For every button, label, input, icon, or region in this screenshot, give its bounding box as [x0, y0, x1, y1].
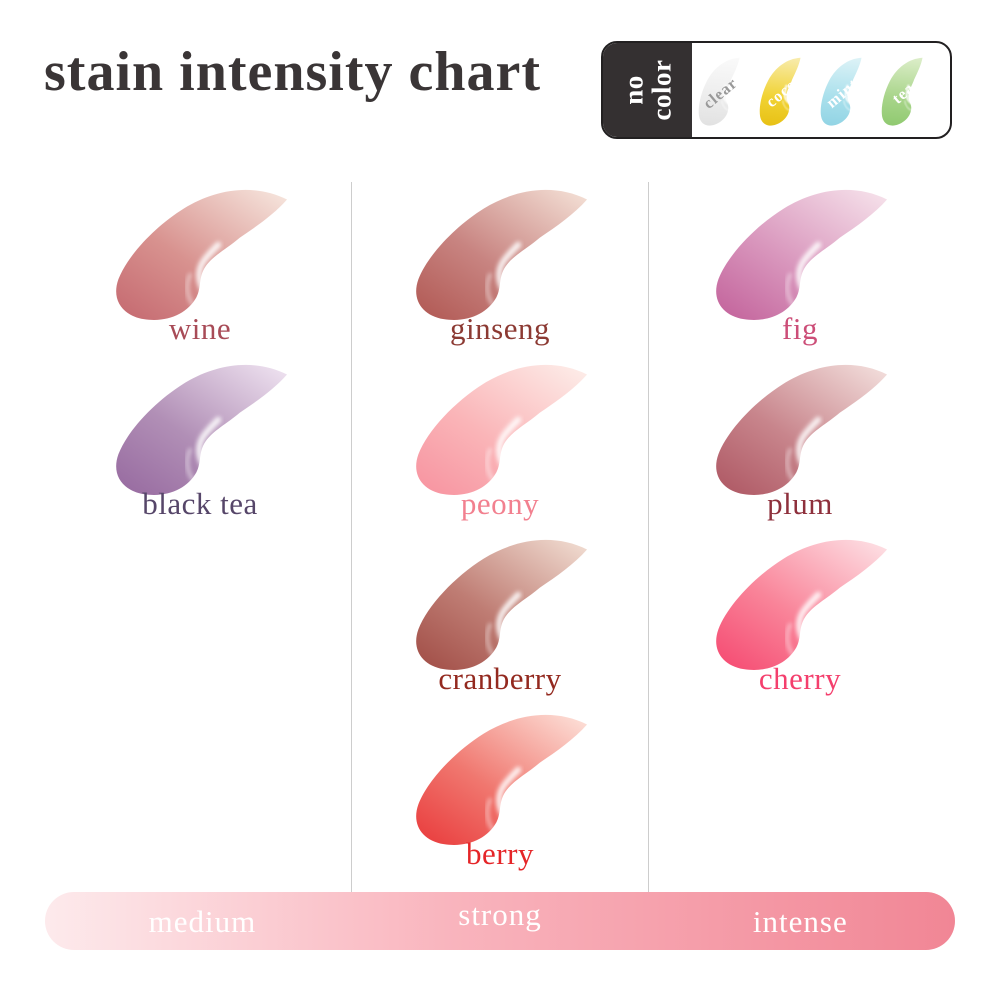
swatch-peony: peony [385, 358, 615, 533]
smear-icon [400, 710, 600, 846]
smear-icon [759, 57, 801, 126]
smear-icon [100, 360, 300, 496]
swatch-label: cherry [758, 661, 842, 696]
smear-icon [881, 57, 923, 126]
smear-icon [100, 185, 300, 321]
smear-icon [700, 360, 900, 496]
smear-icon [416, 189, 588, 320]
smear-icon [797, 50, 889, 133]
no-color-label: no color [617, 59, 676, 121]
smear-icon [736, 50, 828, 133]
swatch-wine: wine [85, 183, 315, 358]
badge-swatch-tea: tea [860, 49, 948, 133]
smear-icon [716, 364, 888, 495]
swatch-label: cranberry [438, 661, 562, 696]
swatch-fig: fig [685, 183, 915, 358]
swatch-cherry: cherry [685, 533, 915, 708]
swatch-label: fig [782, 311, 818, 346]
swatch-plum: plum [685, 358, 915, 533]
swatch-label: ginseng [450, 311, 550, 346]
swatch-berry: berry [385, 708, 615, 883]
swatch-label: wine [168, 311, 232, 346]
swatch-label: black tea [142, 486, 258, 521]
intensity-bar: medium strong intense [45, 892, 955, 950]
intensity-label-intense: intense [752, 904, 848, 939]
smear-icon [416, 714, 588, 845]
smear-icon [400, 535, 600, 671]
smear-icon [716, 539, 888, 670]
smear-icon [716, 189, 888, 320]
smear-icon [820, 57, 862, 126]
smear-icon [116, 189, 288, 320]
swatch-label: berry [466, 836, 534, 871]
no-color-badge: no color clear [601, 41, 952, 139]
smear-icon [416, 539, 588, 670]
swatch-ginseng: ginseng [385, 183, 615, 358]
page-title: stain intensity chart [44, 41, 541, 103]
badge-swatch-mint: mint [799, 49, 887, 133]
swatch-label: peony [460, 486, 540, 521]
intensity-label-medium: medium [148, 904, 257, 939]
badge-swatch-coco: coco [738, 49, 826, 133]
swatch-cranberry: cranberry [385, 533, 615, 708]
smear-icon [416, 364, 588, 495]
swatch-black-tea: black tea [85, 358, 315, 533]
swatch-label: plum [767, 486, 833, 521]
badge-swatch-clear: clear [677, 49, 765, 133]
smear-icon [400, 360, 600, 496]
smear-icon [858, 50, 950, 133]
smear-icon [116, 364, 288, 495]
smear-icon [400, 185, 600, 321]
smear-icon [675, 50, 767, 133]
smear-icon [700, 185, 900, 321]
intensity-label-strong: strong [458, 897, 542, 932]
smear-icon [698, 57, 740, 126]
column-divider [351, 182, 352, 893]
smear-icon [700, 535, 900, 671]
column-divider [648, 182, 649, 893]
no-color-panel: no color [603, 43, 692, 137]
